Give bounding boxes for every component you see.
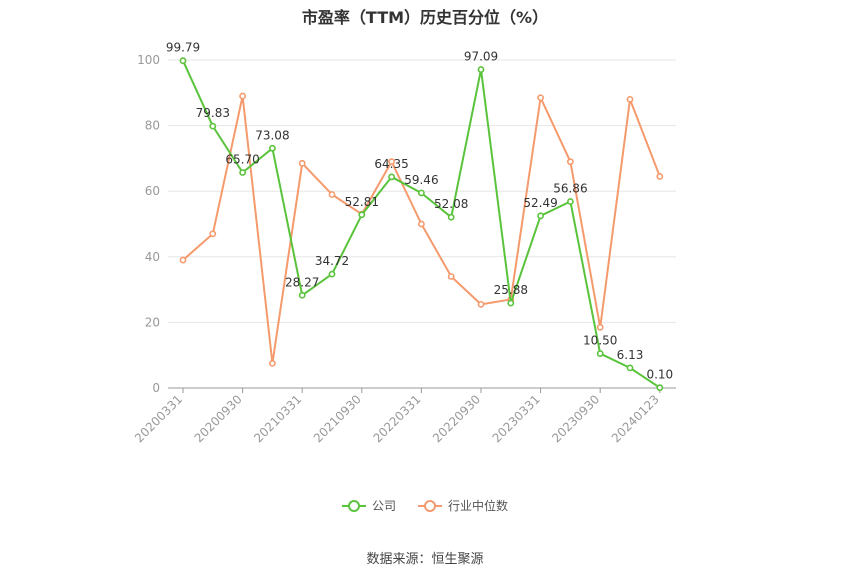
data-label-company: 59.46 [404,173,438,187]
y-tick-label: 40 [145,250,160,264]
data-label-company: 10.50 [583,334,617,348]
series-group [179,57,664,392]
data-label-company: 79.83 [196,106,230,120]
data-label-company: 65.70 [225,153,259,167]
data-point-industry-median [179,256,187,264]
y-tick-label: 60 [145,184,160,198]
y-tick-label: 100 [137,53,160,67]
data-point-company [656,384,664,392]
data-label-company: 0.10 [646,368,673,382]
data-point-company [388,173,395,181]
data-point-company [328,270,336,278]
data-point-company [447,213,455,221]
legend: 公司 行业中位数 [0,497,850,514]
data-point-company [298,291,306,299]
data-point-industry-median [209,230,217,238]
data-labels: 99.79 79.83 65.70 73.08 28.27 34.72 52.81 64.35… [166,41,673,382]
x-tick-label: 20200930 [192,392,245,445]
data-point-company [358,211,366,219]
x-tick-label: 20230331 [490,392,543,445]
data-label-company: 99.79 [166,41,200,55]
data-point-industry-median [447,273,455,280]
x-tick-label: 20230930 [549,392,602,445]
data-point-company [537,212,544,220]
legend-swatch-company [341,499,366,512]
legend-label-industry-median: 行业中位数 [448,499,509,513]
data-label-company: 25.88 [494,283,528,297]
chart-title: 市盈率（TTM）历史百分位（%） [301,8,549,27]
data-label-company: 64.35 [374,157,408,171]
data-point-industry-median [477,300,485,308]
data-point-company [477,66,485,73]
data-point-company [626,364,634,372]
data-label-company: 97.09 [464,50,498,64]
legend-label-company: 公司 [371,499,396,513]
data-point-company [179,57,187,65]
data-label-company: 28.27 [285,275,319,289]
data-label-company: 52.49 [523,196,557,210]
x-tick-label: 20220930 [430,392,483,445]
x-tick-label: 20210331 [251,392,304,445]
x-tick-label: 20200331 [132,392,185,445]
data-point-company [507,299,515,307]
legend-item-industry-median[interactable]: 行业中位数 [418,497,508,514]
data-point-company [567,198,574,205]
legend-item-company[interactable]: 公司 [341,497,396,514]
legend-swatch-industry-median [418,499,442,512]
data-point-industry-median [417,220,425,228]
data-point-company [209,122,217,130]
x-tick-label: 20210930 [311,392,364,445]
data-label-company: 6.13 [617,348,644,362]
data-label-company: 73.08 [255,128,289,142]
data-source: 数据来源：恒生聚源 [366,552,484,567]
data-label-company: 52.08 [434,197,468,211]
data-point-industry-median [328,191,336,198]
data-label-company: 56.86 [553,181,587,195]
data-point-industry-median [537,94,544,102]
data-label-company: 34.72 [315,254,349,268]
x-tick-label: 20220331 [370,392,423,445]
data-label-company: 52.81 [345,195,379,209]
data-point-industry-median [656,173,664,180]
data-point-industry-median [626,95,634,103]
x-tick-label: 20240123 [609,392,662,445]
data-point-industry-median [298,159,306,167]
data-point-company [268,144,276,152]
data-point-company [596,350,604,357]
data-point-industry-median [268,359,276,367]
y-tick-label: 80 [145,119,160,133]
data-point-company [239,169,246,176]
data-point-industry-median [388,158,395,166]
y-tick-label: 0 [152,381,160,395]
data-point-industry-median [567,158,574,166]
data-point-company [417,189,425,197]
y-tick-label: 20 [145,315,160,329]
data-point-industry-median [239,92,246,100]
data-point-industry-median [596,323,604,331]
